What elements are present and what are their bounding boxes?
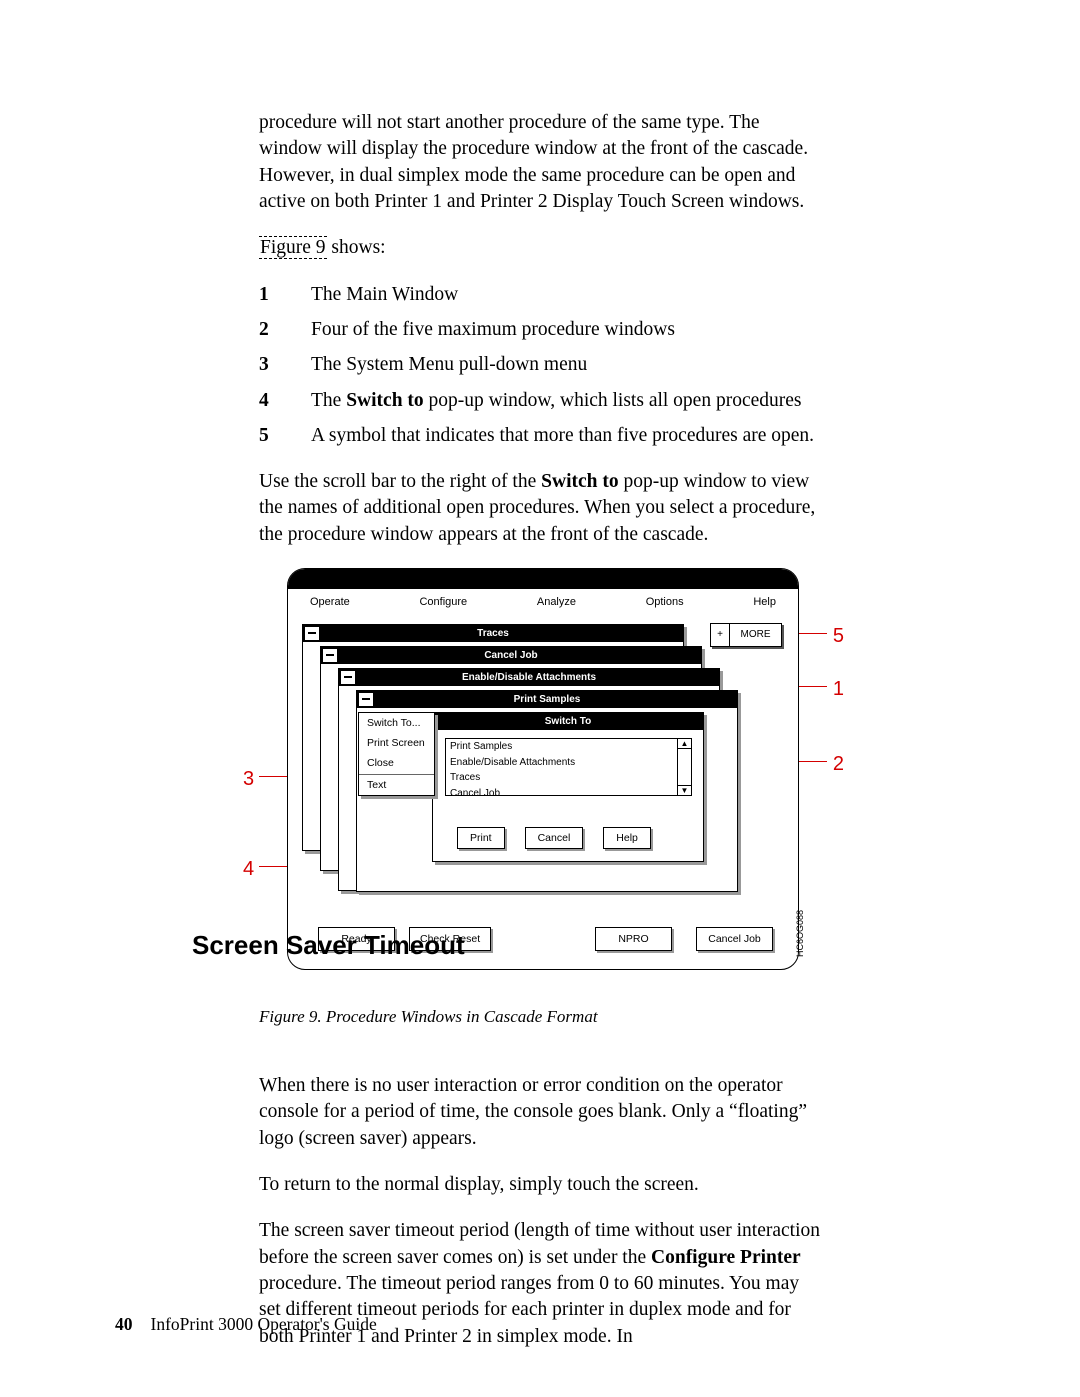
- callout-4: 4: [243, 856, 254, 883]
- list-item[interactable]: Print Samples: [446, 739, 677, 755]
- callout-1: 1: [833, 676, 844, 703]
- title-traces: Traces: [477, 627, 509, 641]
- legend-num-4: 4: [259, 388, 311, 414]
- page-number: 40: [115, 1314, 133, 1334]
- legend-num-2: 2: [259, 317, 311, 343]
- title-print-samples: Print Samples: [514, 693, 581, 707]
- title-cancel-job: Cancel Job: [484, 649, 537, 663]
- menu-analyze[interactable]: Analyze: [537, 595, 576, 610]
- title-switch-to: Switch To: [545, 715, 591, 729]
- callout-3: 3: [243, 766, 254, 793]
- menu-options[interactable]: Options: [646, 595, 684, 610]
- sysmenu-icon[interactable]: [323, 649, 337, 662]
- menubar: Operate Configure Analyze Options Help: [288, 589, 798, 616]
- system-menu: Switch To... Print Screen Close Text: [358, 712, 435, 796]
- help-button[interactable]: Help: [603, 827, 651, 849]
- figure-caption: Figure 9. Procedure Windows in Cascade F…: [259, 1006, 824, 1029]
- screensaver-para-2: To return to the normal display, simply …: [259, 1172, 824, 1198]
- page-footer: 40 InfoPrint 3000 Operator's Guide: [115, 1313, 377, 1337]
- legend-item-3: The System Menu pull-down menu: [311, 352, 824, 378]
- more-indicator[interactable]: + MORE: [710, 623, 782, 647]
- legend-list: 1The Main Window 2Four of the five maxim…: [259, 282, 824, 450]
- npro-button[interactable]: NPRO: [595, 927, 672, 951]
- scroll-down-icon[interactable]: ▼: [678, 785, 691, 795]
- scroll-paragraph: Use the scroll bar to the right of the S…: [259, 469, 824, 548]
- figure-link[interactable]: Figure 9: [259, 236, 327, 259]
- figure-ref-line: Figure 9 shows:: [259, 235, 824, 261]
- legend-item-5: A symbol that indicates that more than f…: [311, 423, 824, 449]
- screensaver-para-1: When there is no user interaction or err…: [259, 1073, 824, 1152]
- figure-id: HC6OG088: [794, 910, 806, 957]
- menu-operate[interactable]: Operate: [310, 595, 350, 610]
- sysmenu-switch-to[interactable]: Switch To...: [359, 713, 434, 733]
- sysmenu-print-screen[interactable]: Print Screen: [359, 733, 434, 753]
- more-label: MORE: [730, 628, 781, 642]
- callout-5: 5: [833, 623, 844, 650]
- legend-item-4: The Switch to pop-up window, which lists…: [311, 388, 824, 414]
- running-title: InfoPrint 3000 Operator's Guide: [151, 1314, 377, 1334]
- sysmenu-icon[interactable]: [341, 671, 355, 684]
- legend-item-1: The Main Window: [311, 282, 824, 308]
- print-button[interactable]: Print: [457, 827, 505, 849]
- figure-link-after: shows:: [327, 237, 386, 258]
- title-enable-disable: Enable/Disable Attachments: [462, 671, 596, 685]
- list-item[interactable]: Cancel Job: [446, 786, 677, 802]
- switch-to-listbox[interactable]: Print Samples Enable/Disable Attachments…: [445, 738, 692, 796]
- switch-to-window: Switch To Print Samples Enable/Disable A…: [432, 712, 704, 862]
- section-heading: Screen Saver Timeout: [192, 928, 465, 963]
- list-item[interactable]: Enable/Disable Attachments: [446, 755, 677, 771]
- intro-paragraph: procedure will not start another procedu…: [259, 110, 824, 215]
- sysmenu-text[interactable]: Text: [359, 774, 434, 795]
- legend-num-1: 1: [259, 282, 311, 308]
- menu-help[interactable]: Help: [753, 595, 776, 610]
- sysmenu-close[interactable]: Close: [359, 753, 434, 773]
- sysmenu-icon[interactable]: [305, 627, 319, 640]
- plus-icon: +: [711, 624, 730, 646]
- console-frame: Operate Configure Analyze Options Help +…: [287, 568, 799, 970]
- list-item[interactable]: Traces: [446, 770, 677, 786]
- legend-num-5: 5: [259, 423, 311, 449]
- sysmenu-icon[interactable]: [359, 693, 373, 706]
- scrollbar[interactable]: ▲ ▼: [677, 739, 691, 795]
- cancel-button[interactable]: Cancel: [525, 827, 584, 849]
- menu-configure[interactable]: Configure: [419, 595, 467, 610]
- callout-2: 2: [833, 751, 844, 778]
- legend-num-3: 3: [259, 352, 311, 378]
- legend-item-2: Four of the five maximum procedure windo…: [311, 317, 824, 343]
- scroll-up-icon[interactable]: ▲: [678, 739, 691, 749]
- cancel-job-button[interactable]: Cancel Job: [696, 927, 773, 951]
